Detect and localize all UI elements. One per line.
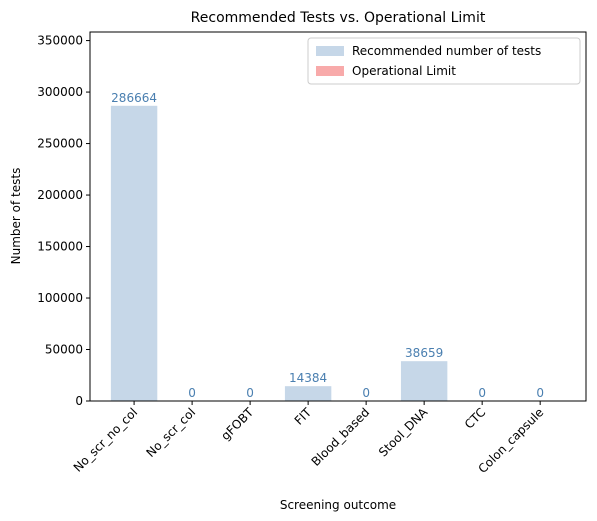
value-label: 14384 bbox=[289, 371, 327, 385]
y-tick-label: 350000 bbox=[37, 34, 83, 48]
legend-swatch bbox=[316, 46, 344, 56]
x-tick-label: Stool_DNA bbox=[376, 405, 431, 460]
value-label: 0 bbox=[478, 386, 486, 400]
plot-frame bbox=[89, 31, 587, 402]
legend-label: Operational Limit bbox=[352, 64, 456, 78]
x-tick-label: No_scr_no_col bbox=[71, 405, 141, 475]
legend-label: Recommended number of tests bbox=[352, 44, 541, 58]
bar bbox=[400, 361, 448, 401]
x-tick-label: Blood_based bbox=[309, 405, 373, 469]
x-axis-label: Screening outcome bbox=[280, 498, 396, 512]
x-tick-label: gFOBT bbox=[218, 405, 256, 443]
bar bbox=[284, 386, 332, 401]
value-label: 286664 bbox=[111, 91, 157, 105]
x-tick-label: CTC bbox=[462, 405, 488, 431]
x-tick-label: No_scr_col bbox=[144, 405, 199, 460]
value-label: 38659 bbox=[405, 346, 443, 360]
legend-box bbox=[307, 37, 581, 85]
y-tick-label: 200000 bbox=[37, 188, 83, 202]
x-tick-label: FIT bbox=[292, 405, 315, 428]
y-tick-label: 300000 bbox=[37, 85, 83, 99]
y-tick-label: 250000 bbox=[37, 137, 83, 151]
value-label: 0 bbox=[362, 386, 370, 400]
bar bbox=[110, 105, 158, 402]
y-tick-label: 150000 bbox=[37, 240, 83, 254]
y-tick-label: 0 bbox=[75, 394, 83, 408]
legend-swatch bbox=[316, 66, 344, 76]
value-label: 0 bbox=[246, 386, 254, 400]
value-label: 0 bbox=[536, 386, 544, 400]
value-label: 0 bbox=[188, 386, 196, 400]
chart-title: Recommended Tests vs. Operational Limit bbox=[191, 10, 486, 26]
y-tick-label: 50000 bbox=[45, 343, 83, 357]
y-axis-label: Number of tests bbox=[9, 168, 23, 265]
y-tick-label: 100000 bbox=[37, 291, 83, 305]
